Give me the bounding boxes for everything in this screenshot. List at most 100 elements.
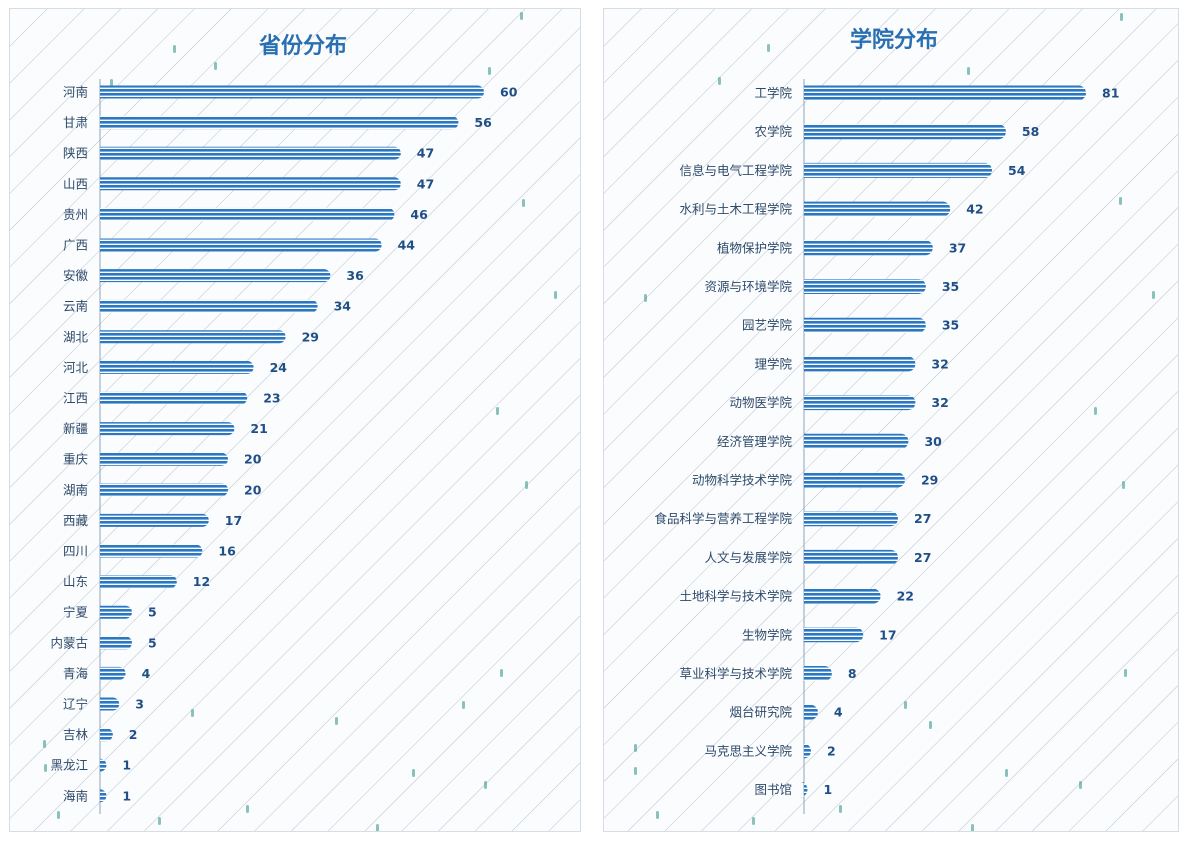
bar — [100, 575, 177, 589]
bar — [100, 605, 132, 619]
category-label: 信息与电气工程学院 — [679, 163, 792, 178]
category-label: 食品科学与营养工程学院 — [654, 511, 792, 526]
bar — [804, 356, 916, 372]
value-label: 60 — [500, 85, 518, 100]
decor-dot — [158, 817, 161, 825]
value-label: 20 — [244, 482, 262, 497]
decor-dot — [412, 769, 415, 777]
bar — [804, 201, 951, 217]
bar — [804, 162, 992, 178]
decor-dot — [462, 701, 465, 709]
value-label: 1 — [122, 758, 131, 773]
bar — [799, 782, 808, 798]
bar — [100, 513, 209, 527]
decor-dot — [839, 805, 842, 813]
value-label: 1 — [122, 788, 131, 803]
bar — [100, 391, 248, 405]
bar — [804, 627, 864, 643]
category-label: 人文与发展学院 — [704, 550, 792, 565]
bar — [99, 758, 107, 772]
hatch-background — [10, 9, 580, 831]
hatch-background — [604, 9, 1178, 831]
bar — [804, 549, 898, 565]
category-label: 草业科学与技术学院 — [679, 666, 792, 681]
value-label: 12 — [193, 574, 210, 589]
bar — [804, 433, 909, 449]
decor-dot — [1152, 291, 1155, 299]
value-label: 56 — [474, 115, 492, 130]
bar — [100, 360, 254, 374]
decor-dot — [246, 805, 249, 813]
bar — [804, 240, 933, 256]
bar — [804, 704, 818, 720]
value-label: 20 — [244, 452, 262, 467]
value-label: 81 — [1102, 86, 1119, 101]
category-label: 资源与环境学院 — [704, 279, 792, 294]
bar — [804, 85, 1086, 101]
decor-dot — [971, 824, 974, 831]
category-label: 宁夏 — [63, 605, 89, 620]
decor-dot — [967, 67, 970, 75]
decor-dot — [1094, 407, 1097, 415]
bar — [100, 666, 126, 680]
decor-dot — [110, 79, 113, 87]
value-label: 54 — [1008, 163, 1026, 178]
category-label: 山东 — [63, 574, 88, 589]
decor-dot — [1122, 481, 1125, 489]
value-label: 27 — [914, 511, 931, 526]
category-label: 云南 — [63, 299, 88, 314]
decor-dot — [1119, 197, 1122, 205]
category-label: 广西 — [63, 238, 88, 253]
bar — [100, 422, 235, 436]
category-label: 海南 — [63, 788, 88, 803]
category-label: 土地科学与技术学院 — [679, 589, 792, 604]
value-label: 47 — [417, 176, 434, 191]
category-label: 山西 — [63, 176, 88, 191]
chart-title: 省份分布 — [258, 33, 347, 59]
value-label: 58 — [1022, 124, 1039, 139]
bar — [100, 330, 286, 344]
decor-dot — [656, 811, 659, 819]
category-label: 植物保护学院 — [717, 240, 793, 255]
value-label: 30 — [924, 434, 942, 449]
decor-dot — [173, 45, 176, 53]
bar — [100, 269, 331, 283]
decor-dot — [488, 67, 491, 75]
value-label: 5 — [148, 635, 157, 650]
category-label: 陕西 — [63, 146, 88, 161]
bar — [100, 207, 395, 221]
value-label: 16 — [218, 544, 236, 559]
category-label: 园艺学院 — [742, 318, 793, 333]
decor-dot — [752, 817, 755, 825]
decor-dot — [525, 481, 528, 489]
bar — [100, 697, 120, 711]
value-label: 21 — [250, 421, 267, 436]
bar — [804, 511, 898, 527]
value-label: 22 — [897, 589, 914, 604]
bar — [804, 588, 881, 604]
value-label: 5 — [148, 605, 157, 620]
category-label: 江西 — [63, 391, 88, 406]
decor-dot — [634, 744, 637, 752]
bar — [803, 743, 811, 759]
category-label: 内蒙古 — [50, 635, 88, 650]
decor-dot — [1005, 769, 1008, 777]
category-label: 河北 — [63, 360, 89, 375]
decor-dot — [522, 199, 525, 207]
category-label: 水利与土木工程学院 — [679, 202, 792, 217]
value-label: 17 — [879, 627, 896, 642]
decor-dot — [500, 669, 503, 677]
value-label: 17 — [225, 513, 242, 528]
decor-dot — [496, 407, 499, 415]
value-label: 24 — [270, 360, 288, 375]
category-label: 工学院 — [754, 86, 792, 101]
bar — [804, 472, 905, 488]
bar — [100, 544, 203, 558]
decor-dot — [904, 701, 907, 709]
college-chart-panel: 学院分布 工学院 81 农学院 58 信息与电气工程学院 54 水利与土木工程学院 42 植物保护… — [603, 8, 1179, 832]
value-label: 47 — [417, 146, 434, 161]
value-label: 4 — [834, 705, 843, 720]
category-label: 甘肃 — [63, 115, 88, 130]
